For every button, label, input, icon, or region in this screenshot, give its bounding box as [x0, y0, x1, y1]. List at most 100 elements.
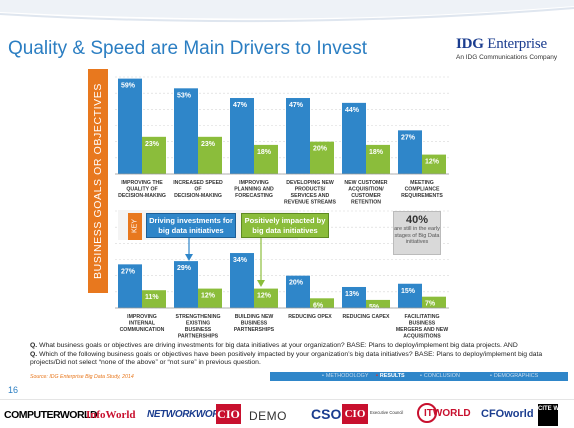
bar-driving	[342, 102, 366, 174]
category-label: MEETING	[410, 180, 434, 186]
logo-main-regular: Enterprise	[483, 36, 547, 52]
category-label: REDUCING CAPEX	[343, 314, 391, 320]
category-label: RETENTION	[351, 200, 381, 206]
data-label: 12%	[257, 293, 272, 300]
data-label: 44%	[345, 107, 360, 114]
nav-conclusion[interactable]: CONCLUSION	[420, 373, 460, 379]
data-label: 47%	[289, 102, 304, 109]
bar-driving	[174, 88, 198, 174]
question-text: Q. What business goals or objectives are…	[30, 342, 550, 368]
brand-computerworld: COMPUTERWORLD	[4, 409, 98, 421]
data-label: 13%	[345, 291, 360, 298]
data-label: 23%	[145, 141, 160, 148]
key-tag	[128, 213, 142, 240]
slide-title: Quality & Speed are Main Drivers to Inve…	[8, 38, 368, 59]
question-2: Which of the following business goals or…	[30, 350, 543, 367]
question-2-prefix: Q.	[30, 350, 38, 358]
bar-driving	[174, 261, 198, 308]
category-label: MERGERS AND NEW	[396, 327, 448, 333]
category-label: REDUCING OPEX	[288, 314, 332, 320]
legend-arrow-blue	[185, 238, 193, 261]
data-label: 20%	[289, 280, 304, 287]
category-label: BUSINESS	[409, 321, 436, 327]
category-label: FACILITATING	[405, 314, 440, 320]
nav-results[interactable]: RESULTS	[376, 373, 405, 379]
data-label: 34%	[233, 257, 248, 264]
early-stages-callout: 40% are still in the early stages of Big…	[393, 211, 441, 255]
bar-driving	[230, 253, 254, 308]
data-label: 11%	[145, 294, 159, 301]
category-label: IMPROVING THE	[121, 180, 163, 186]
category-label: OF	[194, 187, 201, 193]
data-label: 15%	[401, 288, 416, 295]
bar-impacted	[198, 288, 222, 308]
category-label: REVENUE STREAMS	[284, 200, 336, 206]
bar-impacted	[422, 154, 446, 174]
bar-driving	[398, 283, 422, 308]
category-label: BUSINESS	[241, 321, 268, 327]
category-label: ACQUISITION/	[348, 187, 384, 193]
side-label: BUSINESS GOALS OR OBJECTIVES	[92, 83, 104, 279]
bar-driving	[230, 98, 254, 174]
bar-impacted	[254, 288, 278, 308]
brand-infoworld: InfoWorld	[86, 409, 136, 421]
data-label: 20%	[313, 146, 328, 153]
data-label: 5%	[369, 304, 380, 311]
logo-main-bold: IDG	[456, 36, 484, 52]
category-label: IMPROVING	[239, 180, 269, 186]
bar-impacted	[422, 296, 446, 308]
category-label: CUSTOMER	[351, 193, 381, 199]
category-label: BUSINESS	[185, 327, 212, 333]
data-label: 18%	[257, 149, 272, 156]
category-label: EXISTING	[186, 321, 210, 327]
category-label: PRODUCTS/	[295, 187, 326, 193]
data-label: 47%	[233, 102, 248, 109]
legend-driving-investments: Driving investments for big data initiat…	[146, 213, 236, 238]
brand-citeworld: CITE WORLD	[538, 404, 574, 426]
data-label: 18%	[369, 149, 384, 156]
data-label: 27%	[121, 268, 136, 275]
header-swoosh	[0, 0, 574, 23]
bar-driving	[118, 264, 142, 308]
bar-impacted	[366, 144, 390, 174]
category-label: BUILDING NEW	[235, 314, 274, 320]
bar-impacted	[254, 144, 278, 174]
category-label: DECISION-MAKING	[174, 193, 222, 199]
nav-demographics[interactable]: DEMOGRAPHICS	[490, 373, 538, 379]
data-label: 7%	[425, 301, 436, 308]
category-label: COMMUNICATION	[120, 327, 165, 333]
bar-impacted	[310, 298, 334, 308]
data-label: 12%	[425, 159, 440, 166]
data-label: 12%	[201, 293, 216, 300]
callout-number: 40%	[405, 214, 429, 226]
legend-positively-impacted: Positively impacted by big data initiati…	[241, 213, 329, 238]
brand-cso: CSO	[311, 406, 342, 422]
bar-driving	[286, 98, 310, 174]
category-label: DECISION-MAKING	[118, 193, 166, 199]
callout-text: are still in the early stages of Big Dat…	[394, 226, 440, 245]
bar-driving	[286, 275, 310, 308]
nav-methodology[interactable]: METHODOLOGY	[322, 373, 369, 379]
category-label: DEVELOPING NEW	[286, 180, 334, 186]
category-label: QUALITY OF	[126, 187, 157, 193]
bar-impacted	[366, 299, 390, 308]
brand-cio: CIO	[216, 404, 241, 424]
bar-impacted	[142, 290, 166, 308]
category-label: FORECASTING	[235, 193, 273, 199]
category-label: PARTNERSHIPS	[178, 334, 219, 340]
legend-arrow-green	[257, 238, 265, 287]
chart-panel: 59% 23% IMPROVING THE QUALITY OF DECISION-MA…	[113, 69, 564, 340]
brand-cio-executive-council: CIO	[342, 404, 368, 424]
brand-itworld-circle	[417, 403, 437, 423]
brand-networkworld: NETWORKWORLD	[147, 409, 232, 420]
data-label: 23%	[201, 141, 216, 148]
data-label: 6%	[313, 302, 324, 309]
side-label-bar	[88, 69, 108, 293]
category-label: SERVICES AND	[291, 193, 330, 199]
section-nav-bar	[270, 372, 568, 381]
page-number: 16	[8, 385, 19, 395]
brand-itworld: ITWORLD	[424, 408, 471, 419]
bar-driving	[118, 78, 142, 174]
bar-impacted	[310, 141, 334, 174]
